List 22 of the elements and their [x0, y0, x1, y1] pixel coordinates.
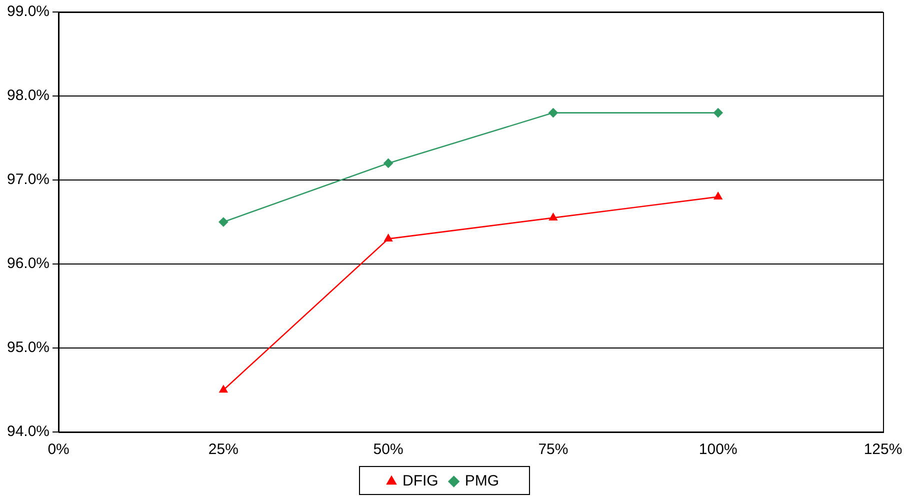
y-tick-label: 99.0%	[6, 3, 50, 20]
x-tick-label: 0%	[48, 441, 70, 458]
x-tick-label: 25%	[208, 441, 238, 458]
point	[219, 385, 228, 393]
point	[548, 108, 558, 118]
x-tick-label: 100%	[698, 441, 738, 458]
legend-label: DFIG	[402, 472, 438, 490]
point	[714, 192, 722, 200]
y-tick-label: 98.0%	[6, 87, 50, 104]
point	[384, 234, 392, 242]
legend-label: PMG	[464, 472, 500, 490]
y-tick-label: 97.0%	[6, 171, 50, 188]
point	[713, 108, 723, 118]
point	[384, 158, 393, 168]
x-tick-label: 75%	[538, 441, 568, 458]
x-tick-label: 50%	[373, 441, 404, 458]
y-tick-label: 95.0%	[6, 339, 50, 356]
point	[549, 213, 558, 220]
point	[218, 217, 228, 227]
x-tick-label: 125%	[864, 441, 902, 458]
y-tick-label: 94.0%	[6, 423, 50, 440]
y-tick-label: 96.0%	[6, 255, 50, 272]
